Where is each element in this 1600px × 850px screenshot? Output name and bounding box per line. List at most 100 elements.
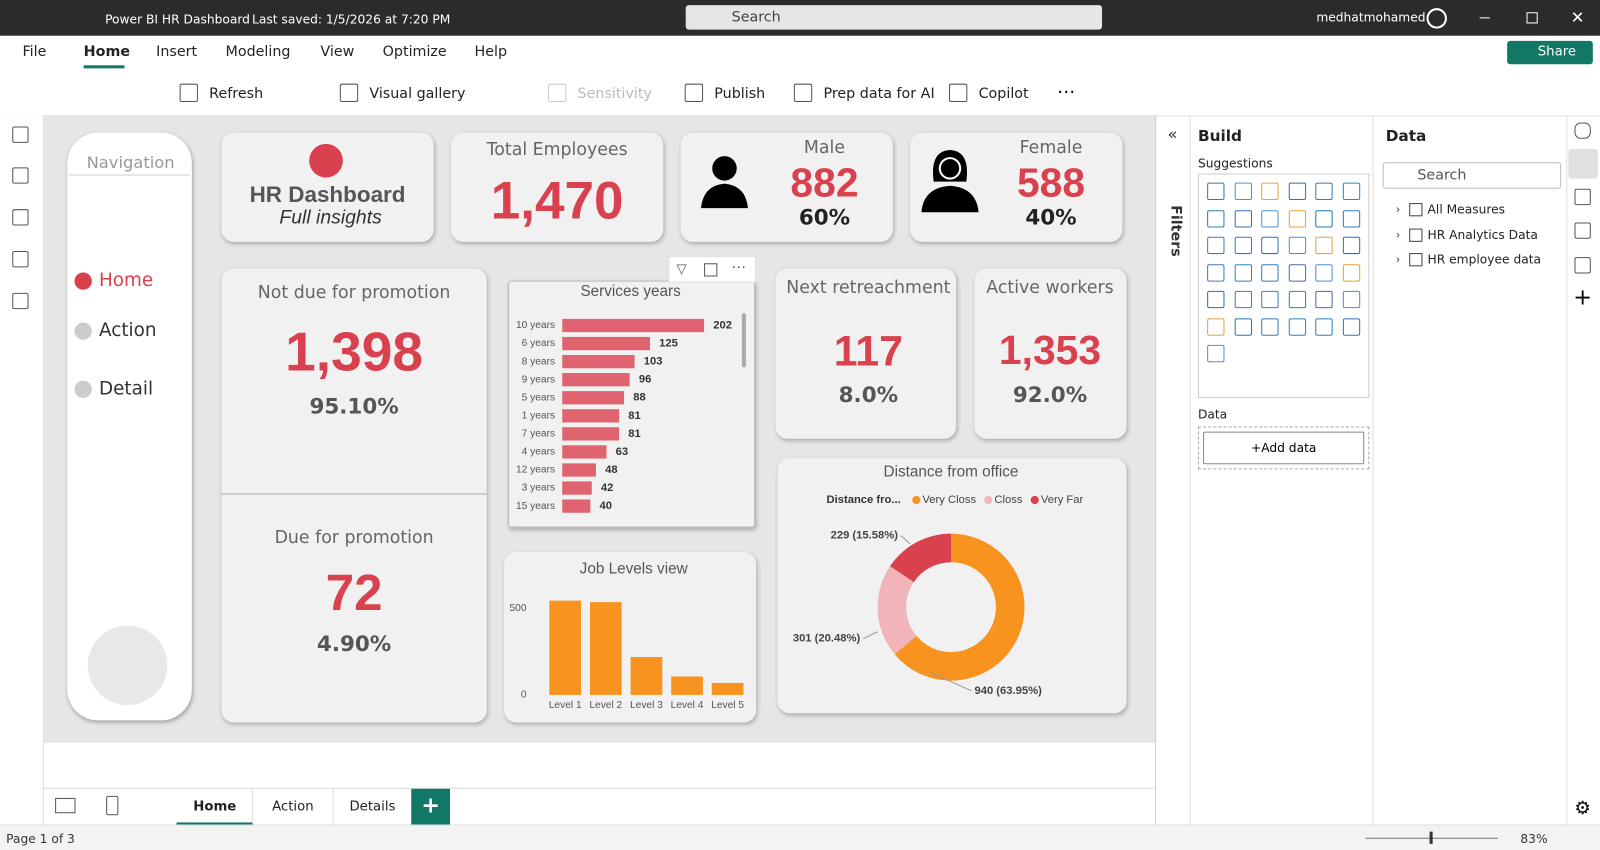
ribbon-button[interactable]: Visual gallery [369,85,466,103]
expand-chevron[interactable]: › [1395,227,1401,241]
maximize-button[interactable] [1526,12,1538,24]
ribbon-button[interactable]: Sensitivity [577,85,652,103]
add-data-button[interactable]: +Add data [1203,431,1365,465]
tmdl-view-icon[interactable] [12,292,29,310]
data-table[interactable]: HR Analytics Data [1427,227,1538,242]
dax-view-icon[interactable] [12,251,29,268]
user-name[interactable]: medhatmohamed [1316,10,1426,25]
user-avatar[interactable] [1426,8,1447,29]
visual-type-icon[interactable] [1288,236,1306,255]
visual-type-icon[interactable] [1234,209,1252,228]
visual-type-icon[interactable] [1207,317,1225,336]
visual-type-icon[interactable] [1315,209,1333,228]
ribbon-icon[interactable] [948,83,968,103]
report-view-icon[interactable] [12,126,29,143]
visual-type-icon[interactable] [1234,290,1252,309]
share-button[interactable]: Share [1507,40,1593,65]
visual-type-icon[interactable] [1342,182,1360,200]
visual-type-icon[interactable] [1315,317,1333,336]
visual-type-icon[interactable] [1207,344,1225,363]
search-box[interactable]: Search [685,5,1103,30]
nav-item[interactable]: Detail [98,378,154,400]
visual-type-icon[interactable] [1342,236,1360,255]
visual-type-icon[interactable] [1234,182,1252,200]
ribbon-button[interactable]: Prep data for AI [823,85,935,103]
ribbon-button[interactable]: Copilot [978,85,1029,103]
page-tab[interactable]: Action [253,788,334,826]
model-view-icon[interactable] [12,209,29,226]
visual-type-icon[interactable] [1342,209,1360,228]
ribbon-icon[interactable] [179,83,198,103]
menu-item[interactable]: Help [474,43,508,61]
bookmark-icon[interactable] [1574,222,1591,239]
nav-item[interactable]: Action [98,319,157,342]
visual-type-icon[interactable] [1234,236,1252,255]
visual-type-icon[interactable] [1288,317,1306,336]
visual-type-icon[interactable] [1288,182,1306,200]
visual-type-icon[interactable] [1207,182,1225,200]
visual-type-icon[interactable] [1261,317,1279,336]
visual-type-icon[interactable] [1261,290,1279,309]
visual-type-icon[interactable] [1288,263,1306,282]
menu-item[interactable]: View [320,43,355,61]
mobile-view-icon[interactable] [106,795,119,816]
ribbon-button[interactable]: Refresh [209,85,264,103]
ribbon-button[interactable]: Publish [714,85,766,103]
nav-item[interactable]: Home [98,269,154,292]
more-icon[interactable]: ⋯ [731,259,746,276]
menu-item[interactable]: Insert [156,43,198,61]
visual-type-icon[interactable] [1315,290,1333,309]
visual-type-icon[interactable] [1315,236,1333,255]
data-table[interactable]: All Measures [1427,202,1506,217]
visual-type-icon[interactable] [1261,236,1279,255]
visual-type-icon[interactable] [1342,290,1360,309]
data-table[interactable]: HR employee data [1427,252,1542,267]
visual-type-icon[interactable] [1207,290,1225,309]
more-button[interactable]: ⋯ [1057,81,1076,103]
visual-type-icon[interactable] [1288,290,1306,309]
menu-item[interactable]: Home [83,43,131,61]
format-icon[interactable] [1574,188,1591,206]
data-search[interactable]: Search [1382,162,1562,189]
visual-type-icon[interactable] [1342,317,1360,336]
focus-icon[interactable] [704,263,718,277]
page-tab[interactable]: Home [176,788,254,826]
ribbon-icon[interactable] [793,83,813,103]
desktop-view-icon[interactable] [55,797,76,814]
visual-type-icon[interactable] [1207,236,1225,255]
minimize-button[interactable] [1479,17,1490,19]
expand-chevron[interactable]: › [1395,202,1401,216]
settings-icon[interactable]: ⚙ [1574,797,1591,819]
build-icon-active[interactable] [1568,148,1598,179]
close-button[interactable]: ✕ [1570,7,1585,28]
data-icon[interactable] [1574,122,1591,139]
filter-icon[interactable]: ▽ [676,261,687,278]
menu-item[interactable]: File [22,43,47,61]
add-pane-icon[interactable]: + [1573,285,1593,311]
selection-icon[interactable] [1574,257,1591,274]
nav-dot[interactable] [74,380,92,398]
visual-type-icon[interactable] [1261,263,1279,282]
visual-type-icon[interactable] [1261,209,1279,228]
visual-type-icon[interactable] [1315,182,1333,200]
visual-type-icon[interactable] [1234,263,1252,282]
ribbon-icon[interactable] [547,83,567,103]
visual-type-icon[interactable] [1288,209,1306,228]
ribbon-icon[interactable] [684,83,704,103]
expand-chevron[interactable]: › [1395,252,1401,266]
visual-type-icon[interactable] [1234,317,1252,336]
visual-type-icon[interactable] [1342,263,1360,282]
visual-type-icon[interactable] [1207,263,1225,282]
zoom-thumb[interactable] [1429,831,1433,844]
filters-pane-collapsed[interactable]: « Filters [1155,115,1191,825]
save-status[interactable]: Last saved: 1/5/2026 at 7:20 PM [252,12,451,27]
menu-item[interactable]: Optimize [382,43,447,61]
add-page-button[interactable]: + [411,788,450,826]
menu-item[interactable]: Modeling [225,43,291,61]
nav-dot[interactable] [74,272,92,290]
table-view-icon[interactable] [12,167,29,184]
expand-icon[interactable]: « [1167,123,1178,144]
visual-type-icon[interactable] [1315,263,1333,282]
page-tab[interactable]: Details [333,788,414,826]
nav-dot[interactable] [74,322,92,340]
